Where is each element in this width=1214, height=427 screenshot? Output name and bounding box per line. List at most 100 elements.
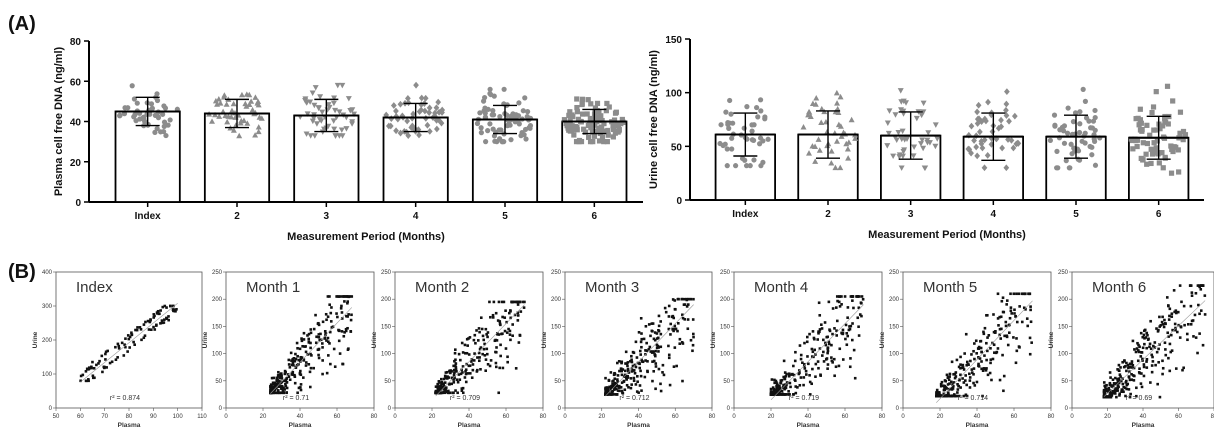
data-point <box>803 376 806 379</box>
data-point <box>1003 335 1006 338</box>
data-point <box>729 146 734 151</box>
y-tick-label: 100 <box>889 352 900 358</box>
y-tick-label: 0 <box>75 198 81 209</box>
data-point <box>93 367 96 370</box>
data-point <box>491 112 496 117</box>
data-point <box>1021 321 1024 324</box>
data-point <box>497 114 502 119</box>
data-point <box>490 359 493 362</box>
data-point <box>495 366 498 369</box>
data-point <box>296 355 299 358</box>
data-point <box>677 298 680 301</box>
data-point <box>977 347 980 350</box>
y-tick-label: 50 <box>554 379 561 385</box>
data-point <box>309 353 312 356</box>
data-point <box>1149 381 1152 384</box>
data-point <box>1140 332 1143 335</box>
data-point <box>163 133 168 138</box>
data-point <box>452 391 455 394</box>
data-point <box>822 339 825 342</box>
data-point <box>684 303 687 306</box>
data-point <box>989 362 992 365</box>
data-point <box>799 384 802 387</box>
data-point <box>464 376 467 379</box>
data-point <box>309 386 312 389</box>
data-point <box>282 391 285 394</box>
data-point <box>667 345 670 348</box>
data-point <box>955 371 958 374</box>
data-point <box>935 391 938 394</box>
y-tick-label: 200 <box>889 297 900 303</box>
data-point <box>1149 343 1152 346</box>
data-point <box>1029 353 1032 356</box>
data-point <box>487 87 492 92</box>
data-point <box>744 104 749 109</box>
data-point <box>327 295 330 298</box>
data-point <box>1077 121 1082 126</box>
data-point <box>1092 108 1097 113</box>
data-point <box>1015 361 1018 364</box>
data-point <box>1103 391 1106 394</box>
data-point <box>638 367 641 370</box>
x-tick-label: 40 <box>805 414 812 420</box>
data-point <box>749 129 754 134</box>
data-point <box>498 320 501 323</box>
panel-title: Month 4 <box>754 279 808 296</box>
data-point <box>334 365 337 368</box>
data-point <box>980 351 983 354</box>
data-point <box>653 338 656 341</box>
y-tick-label: 200 <box>720 297 731 303</box>
data-point <box>681 380 684 383</box>
data-point <box>614 122 619 127</box>
data-point <box>481 99 486 104</box>
data-point <box>435 391 438 394</box>
data-point <box>450 383 453 386</box>
data-point <box>969 123 975 130</box>
data-point <box>516 100 521 105</box>
data-point <box>680 298 683 301</box>
data-point <box>816 338 819 341</box>
data-point <box>621 381 624 384</box>
data-point <box>856 316 859 319</box>
data-point <box>1143 375 1146 378</box>
data-point <box>475 329 478 332</box>
data-point <box>458 353 461 356</box>
data-point <box>599 125 604 130</box>
data-point <box>658 330 661 333</box>
data-point <box>124 337 127 340</box>
x-axis-label: Plasma <box>627 422 650 427</box>
data-point <box>828 301 831 304</box>
data-point <box>1204 313 1207 316</box>
data-point <box>635 341 638 344</box>
panel-title: Month 1 <box>246 279 300 296</box>
data-point <box>834 100 840 105</box>
data-point <box>1167 304 1170 307</box>
data-point <box>793 378 796 381</box>
data-point <box>1192 319 1195 322</box>
y-tick-label: 150 <box>551 324 562 330</box>
data-point <box>999 337 1002 340</box>
data-point <box>989 358 992 361</box>
data-point <box>1204 294 1207 297</box>
data-point <box>1115 396 1118 399</box>
data-point <box>969 360 972 363</box>
data-point <box>131 333 134 336</box>
data-point <box>1132 340 1135 343</box>
data-point <box>455 370 458 373</box>
data-point <box>285 391 288 394</box>
data-point <box>963 352 966 355</box>
data-point <box>495 362 498 365</box>
data-point <box>801 124 807 129</box>
data-point <box>654 362 657 365</box>
data-point <box>343 331 346 334</box>
data-point <box>973 358 976 361</box>
data-point <box>785 375 788 378</box>
y-axis-label: Urine <box>202 331 209 348</box>
data-point <box>791 373 794 376</box>
data-point <box>87 380 90 383</box>
data-point <box>326 372 329 375</box>
data-point <box>806 355 809 358</box>
data-point <box>1181 369 1184 372</box>
data-point <box>1111 394 1114 397</box>
x-tick-label: 80 <box>709 414 716 420</box>
